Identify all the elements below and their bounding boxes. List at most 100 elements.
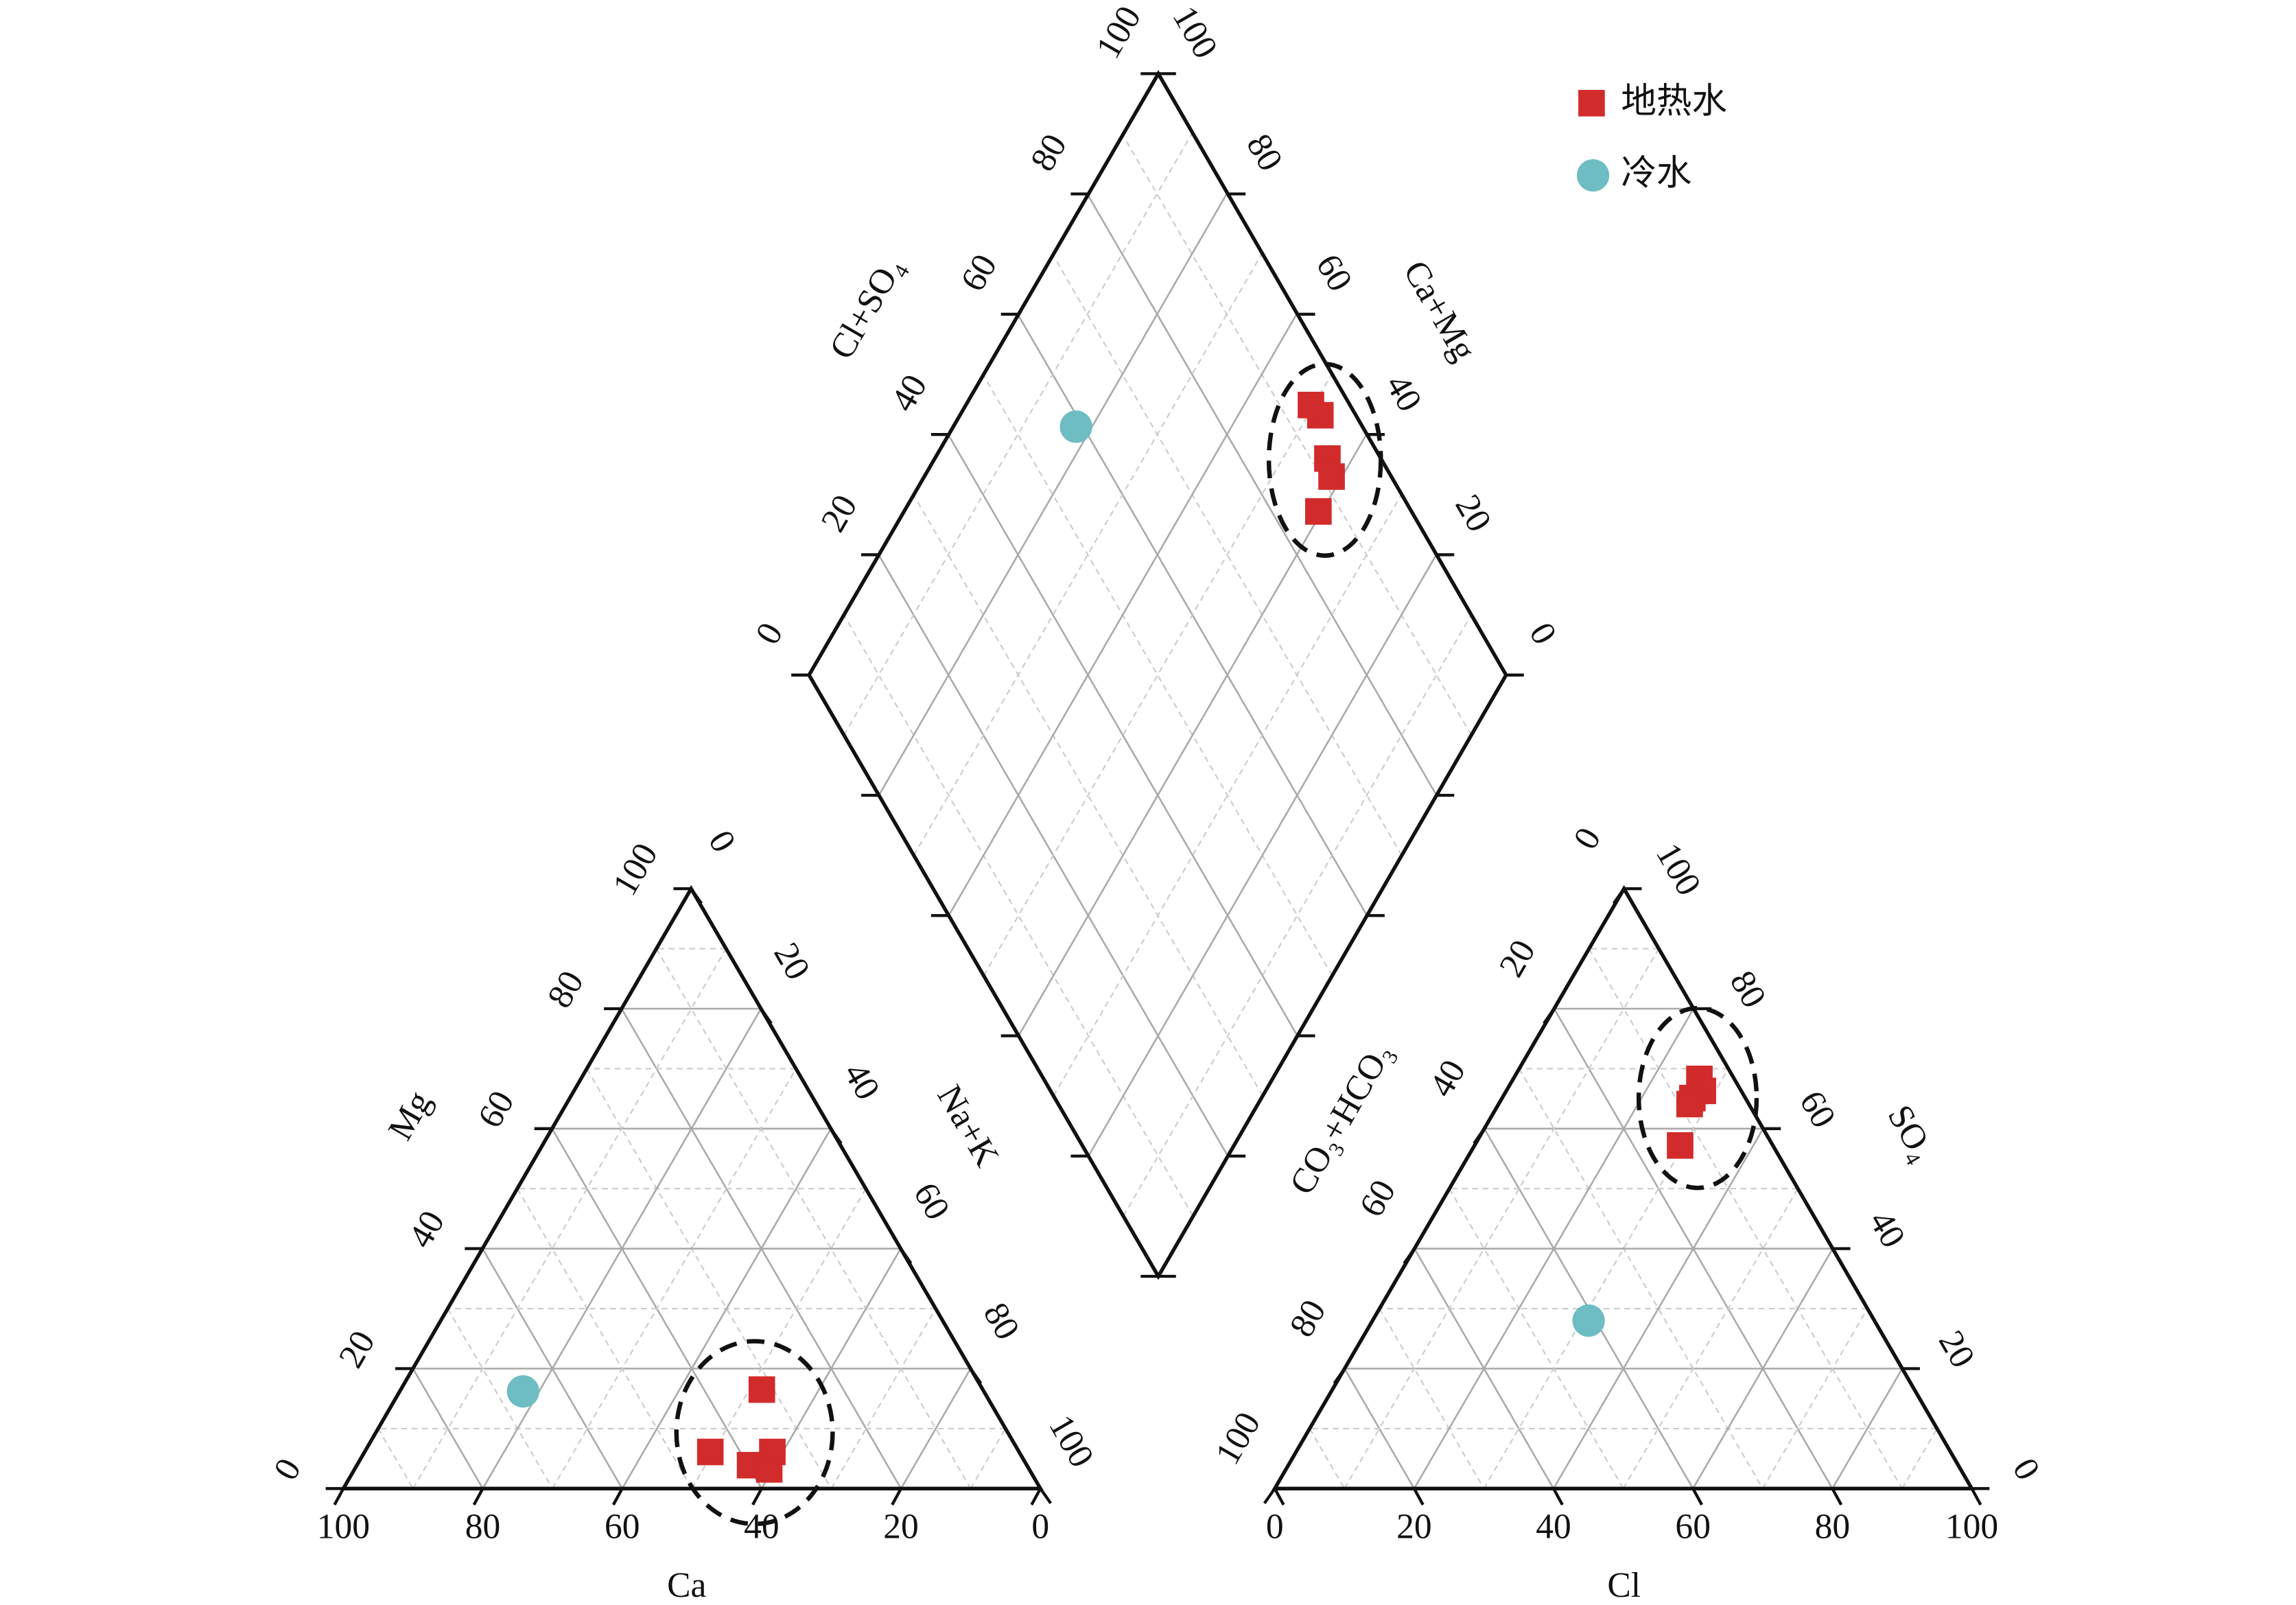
tick-mark: [1543, 1007, 1556, 1024]
tick-label: 0: [266, 1452, 309, 1487]
minor-grid-line: [412, 948, 727, 1489]
tick-label: 20: [1492, 933, 1543, 983]
tick-label: 0: [748, 616, 790, 651]
tick-label: 40: [836, 1056, 887, 1106]
minor-grid-line: [1622, 1188, 1799, 1489]
grid-line: [1088, 554, 1438, 1157]
minor-grid-line: [447, 1308, 554, 1489]
tick-mark: [1552, 1488, 1564, 1506]
data-point: [1667, 1132, 1694, 1159]
tick-label: 0: [1521, 616, 1564, 651]
minor-grid-line: [1588, 948, 1903, 1489]
axis-title: Mg: [381, 1084, 439, 1147]
cluster-ellipse: [1636, 1005, 1759, 1191]
minor-grid-line: [983, 374, 1333, 976]
axis-title: Cl: [1607, 1566, 1641, 1605]
tick-label: 20: [1396, 1507, 1432, 1546]
tick-label: 20: [766, 936, 817, 986]
tick-label: 80: [1722, 964, 1774, 1014]
tick-label: 0: [1566, 821, 1608, 856]
data-point: [1676, 1090, 1703, 1118]
data-point: [1059, 410, 1092, 443]
grid-line: [482, 1008, 762, 1489]
minor-grid-line: [1123, 614, 1472, 1217]
tick-label: 40: [1422, 1053, 1473, 1103]
tick-label: 100: [317, 1507, 370, 1546]
tick-label: 20: [331, 1324, 383, 1374]
legend-label: 冷水: [1621, 153, 1691, 194]
data-point: [1298, 391, 1324, 419]
minor-grid-line: [552, 1068, 797, 1489]
tick-mark: [891, 1488, 902, 1506]
minor-grid-line: [1379, 1308, 1485, 1489]
tick-mark: [969, 1368, 983, 1385]
minor-grid-line: [377, 1428, 414, 1489]
tick-label: 60: [471, 1084, 522, 1134]
axis-title: Ca: [667, 1566, 706, 1605]
tick-label: 80: [1815, 1507, 1851, 1546]
data-point: [755, 1456, 783, 1483]
tick-mark: [690, 887, 703, 904]
tick-label: 80: [1282, 1293, 1333, 1344]
tick-label: 100: [1945, 1507, 1998, 1546]
tick-label: 0: [701, 824, 743, 859]
axis-title: Na+K: [929, 1079, 1007, 1173]
tick-label: 60: [906, 1176, 957, 1226]
data-point: [748, 1376, 775, 1403]
data-point: [1318, 463, 1345, 490]
cluster-ellipse: [1266, 362, 1383, 558]
tick-label: 60: [1792, 1084, 1843, 1134]
grid: [377, 133, 1938, 1489]
axis-title: CO₃+HCO₃: [1282, 1036, 1401, 1202]
tick-label: 100: [605, 836, 666, 902]
tick-label: 60: [605, 1507, 640, 1546]
tick-mark: [611, 1488, 624, 1506]
tick-label: 40: [1536, 1507, 1571, 1546]
tick-label: 80: [1239, 128, 1290, 178]
points: [506, 391, 1716, 1483]
minor-grid-line: [691, 1188, 867, 1489]
grid-line: [1086, 194, 1438, 796]
outline: [806, 70, 1508, 1280]
minor-grid-line: [1761, 1308, 1869, 1489]
grid-line: [900, 1368, 972, 1489]
tick-mark: [1403, 1247, 1416, 1265]
grid-line: [1692, 1248, 1834, 1489]
cluster-ellipse: [674, 1339, 835, 1527]
grid-line: [878, 194, 1228, 796]
tick-label: 80: [465, 1507, 501, 1546]
tick-label: 20: [814, 489, 865, 539]
tick-mark: [1333, 1368, 1346, 1385]
data-point: [506, 1375, 539, 1408]
axis-title: SO₄: [1880, 1099, 1943, 1168]
tick-mark: [899, 1247, 913, 1265]
tick-label: 0: [1266, 1507, 1284, 1546]
tick-mark: [751, 1488, 763, 1506]
minor-grid-line: [1309, 1428, 1346, 1489]
tick-mark: [1273, 1488, 1285, 1506]
tick-mark: [1039, 1488, 1053, 1505]
tick-label: 60: [1675, 1507, 1711, 1546]
tick-label: 80: [540, 964, 591, 1014]
tick-mark: [1473, 1127, 1486, 1145]
tick-mark: [333, 1488, 345, 1506]
minor-grid-line: [1053, 494, 1403, 1097]
grid-line: [1413, 1008, 1695, 1489]
minor-grid-line: [913, 494, 1264, 1097]
grid-line: [947, 434, 1298, 1037]
tick-mark: [1831, 1488, 1843, 1506]
minor-grid-line: [516, 1188, 693, 1489]
tick-mark: [1412, 1488, 1425, 1506]
legend-marker: [1578, 90, 1605, 117]
tick-mark: [1030, 1488, 1042, 1506]
axis-title: Ca+Mg: [1396, 254, 1484, 367]
tick-label: 100: [1164, 0, 1225, 65]
minor-grid-line: [586, 1068, 832, 1489]
data-point: [696, 1438, 724, 1466]
minor-grid-line: [1449, 1188, 1624, 1489]
minor-grid-line: [913, 253, 1263, 856]
tick-label: 20: [1931, 1324, 1982, 1374]
data-point: [1572, 1304, 1605, 1337]
